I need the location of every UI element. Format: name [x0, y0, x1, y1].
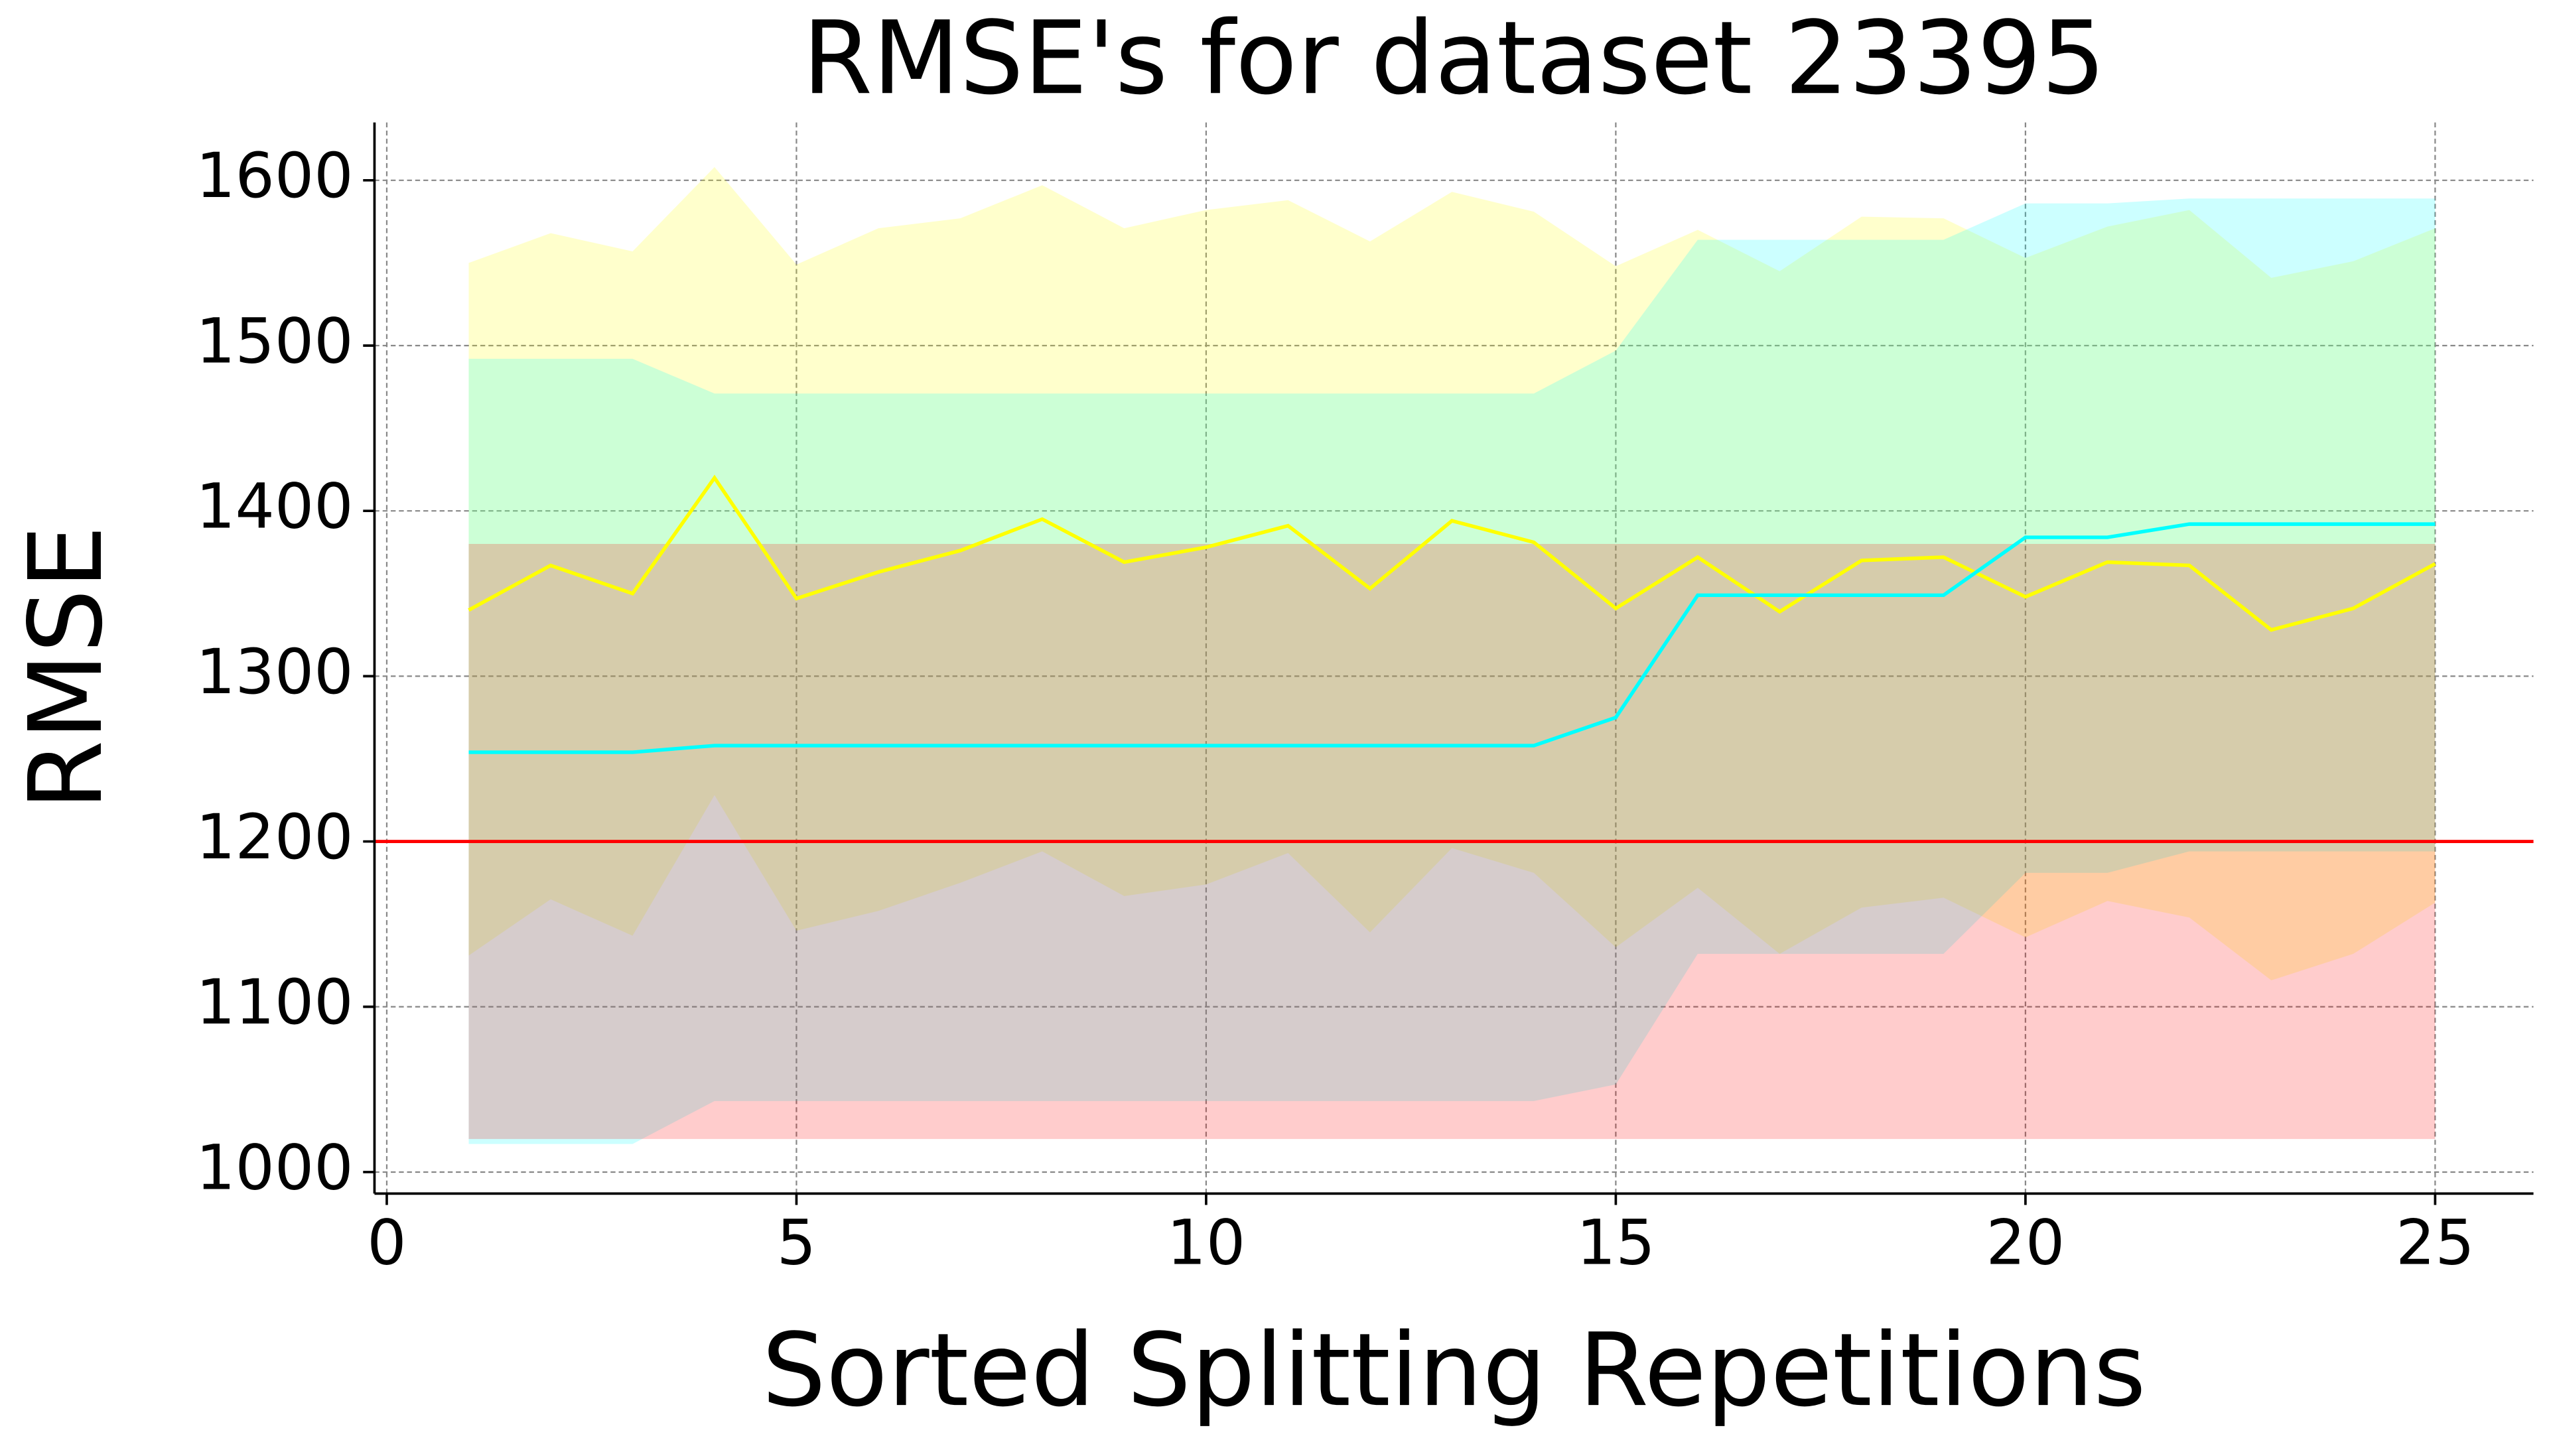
x-tick-label: 10 [1167, 1207, 1246, 1279]
x-tick-label: 5 [777, 1207, 816, 1279]
x-tick-label: 0 [367, 1207, 406, 1279]
band [468, 166, 2436, 980]
y-axis-label: RMSE [7, 525, 125, 811]
x-axis-label: Sorted Splitting Repetitions [762, 1311, 2146, 1429]
band [468, 198, 2436, 1144]
x-tick-label: 25 [2396, 1207, 2475, 1279]
line [468, 522, 2436, 754]
y-tick-label: 1400 [196, 470, 353, 543]
y-tick-label: 1500 [196, 304, 353, 377]
y-tick-label: 1100 [196, 966, 353, 1038]
y-tick-label: 1300 [196, 635, 353, 708]
y-tick-label: 1600 [196, 139, 353, 212]
x-tick-label: 15 [1576, 1207, 1655, 1279]
chart-title: RMSE's for dataset 23395 [802, 0, 2105, 117]
line [468, 474, 2436, 632]
x-tick-label: 20 [1986, 1207, 2065, 1279]
y-tick-label: 1000 [196, 1131, 353, 1203]
y-tick-label: 1200 [196, 801, 353, 873]
